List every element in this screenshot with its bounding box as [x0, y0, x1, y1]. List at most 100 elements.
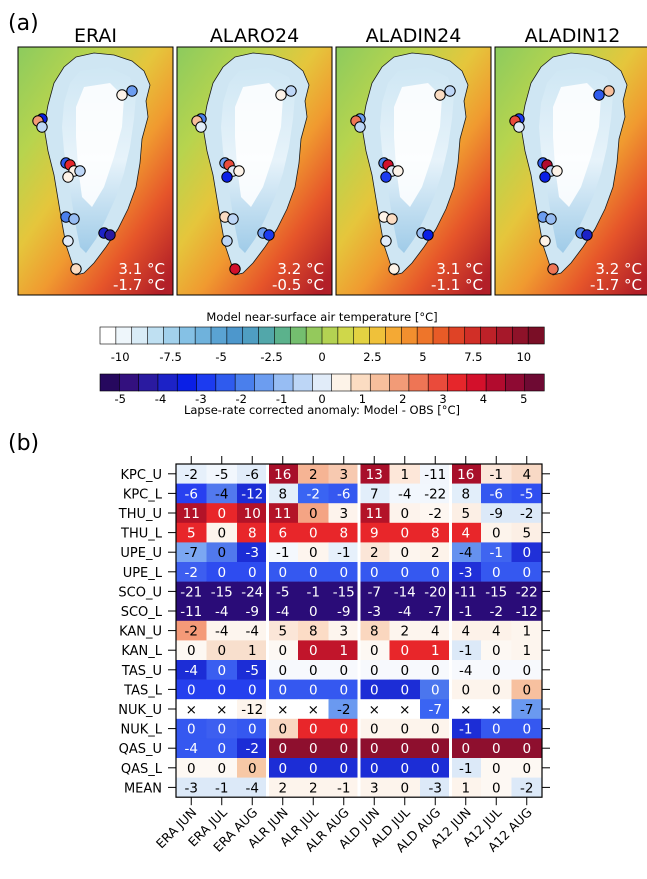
- heatmap-cell: [206, 542, 238, 563]
- station-marker: [104, 229, 116, 241]
- heatmap-cell-value: 0: [400, 506, 409, 522]
- heatmap-cell-value: 0: [370, 565, 379, 581]
- heatmap-cell: [420, 601, 451, 622]
- heatmap-cell-value: 5: [187, 526, 196, 542]
- heatmap-cell-value: -6: [185, 486, 198, 502]
- heatmap-cell: [206, 699, 238, 720]
- heatmap-cell-value: -2: [490, 604, 503, 620]
- heatmap-cell: [389, 503, 421, 524]
- heatmap-cell: [389, 679, 421, 700]
- map-frame: [17, 46, 174, 296]
- heatmap-cell: [359, 503, 390, 524]
- heatmap-cell: [450, 718, 482, 739]
- heatmap-cell-value: -12: [516, 604, 538, 620]
- heatmap-cell-value: 0: [431, 761, 440, 777]
- heatmap-cell: [298, 483, 329, 504]
- temperature-colorbar-tick: 2.5: [363, 350, 381, 364]
- heatmap-cell-value: 0: [492, 741, 501, 757]
- temperature-colorbar-bin: [115, 326, 133, 345]
- heatmap-row-label: QAS_L: [121, 762, 163, 777]
- heatmap-cell: [481, 542, 512, 563]
- heatmap-cell: [328, 777, 360, 798]
- heatmap-cell-value: 0: [278, 741, 287, 757]
- heatmap-cell: [298, 640, 329, 661]
- temperature-colorbar-bin: [337, 326, 355, 345]
- heatmap-cell-value: 0: [431, 722, 440, 738]
- anomaly-colorbar-bin: [505, 373, 526, 392]
- heatmap-cell-value: 0: [492, 663, 501, 679]
- heatmap-cell: [206, 562, 238, 582]
- heatmap-cell-value: -3: [246, 545, 259, 561]
- map-title-alaro24: ALARO24: [210, 25, 299, 47]
- heatmap-cell: [511, 503, 543, 524]
- heatmap-cell-value: 0: [461, 741, 470, 757]
- station-marker: [388, 263, 400, 275]
- temperature-colorbar-bin: [511, 326, 529, 345]
- heatmap-cell: [237, 699, 268, 720]
- heatmap-cell-value: 0: [400, 722, 409, 738]
- temperature-colorbar-bin: [147, 326, 165, 345]
- anomaly-colorbar-bin: [157, 373, 178, 392]
- station-marker: [547, 263, 559, 275]
- temperature-colorbar-bin: [369, 326, 387, 345]
- heatmap-cell-value: -3: [429, 780, 442, 796]
- heatmap-cell: [267, 679, 299, 700]
- heatmap-cell-value: 0: [339, 663, 348, 679]
- heatmap-cell: [267, 483, 299, 504]
- heatmap-cell: [298, 738, 329, 759]
- heatmap-cell: [450, 777, 482, 798]
- heatmap-cell-value: 0: [248, 761, 257, 777]
- heatmap-cell-value: 0: [522, 761, 531, 777]
- heatmap-cell: [267, 581, 299, 602]
- heatmap-cell-value: 7: [370, 486, 379, 502]
- heatmap-cell: [206, 483, 238, 504]
- heatmap-cell: [206, 777, 238, 798]
- heatmap-cell-value: 0: [400, 663, 409, 679]
- heatmap-cell-value: 0: [370, 663, 379, 679]
- temperature-colorbar-bin: [242, 326, 260, 345]
- heatmap-cell-value: 1: [431, 643, 440, 659]
- heatmap-cell: [298, 758, 329, 778]
- heatmap-cell-value: 0: [187, 643, 196, 659]
- map-content-aladin24: [336, 47, 491, 295]
- heatmap-cell: [176, 679, 207, 700]
- heatmap-cell: [450, 640, 482, 661]
- heatmap-cell: [206, 503, 238, 524]
- heatmap-cell: [511, 699, 543, 720]
- heatmap-cell: [511, 581, 543, 602]
- temperature-colorbar-bin: [432, 326, 450, 345]
- heatmap-cell: [237, 777, 268, 798]
- anomaly-colorbar-tick: -3: [195, 392, 206, 406]
- heatmap-cell: [267, 758, 299, 778]
- heatmap-cell: [420, 738, 451, 759]
- heatmap-cell-value: 11: [183, 506, 200, 522]
- heatmap-cell: [359, 542, 390, 563]
- heatmap-cell-value: 0: [431, 682, 440, 698]
- heatmap-cell: [328, 503, 360, 524]
- heatmap-cell-value: -1: [490, 545, 503, 561]
- heatmap-row-label: NUK_U: [118, 703, 162, 718]
- heatmap-cell-value: -4: [215, 486, 228, 502]
- heatmap-cell: [450, 522, 482, 543]
- heatmap-cell-value: 0: [370, 722, 379, 738]
- heatmap-cell-value: -7: [185, 545, 198, 561]
- heatmap-cell-value: -7: [520, 702, 533, 718]
- temperature-colorbar-bin: [448, 326, 466, 345]
- heatmap-cell-value: 8: [278, 486, 287, 502]
- map-stat-anomaly: -1.7 °C: [113, 276, 165, 294]
- heatmap-cell-value: 0: [461, 682, 470, 698]
- anomaly-colorbar-title: Lapse-rate corrected anomaly: Model - OB…: [184, 403, 460, 417]
- map-panel-aladin12: ALADIN12 3.2 °C-1.7 °C: [494, 25, 647, 296]
- temperature-colorbar-bin: [163, 326, 180, 345]
- heatmap-row-label: UPE_U: [120, 546, 162, 561]
- map-ice-core: [76, 83, 124, 207]
- heatmap-cell-value: -12: [241, 486, 263, 502]
- heatmap-cell-value: 0: [339, 722, 348, 738]
- heatmap-cell-value: 0: [217, 761, 226, 777]
- heatmap-cell: [450, 581, 482, 602]
- station-marker: [68, 213, 80, 225]
- heatmap-row-label: KAN_L: [121, 644, 162, 659]
- temperature-colorbar-bin: [274, 326, 291, 345]
- heatmap-cell-value: 0: [309, 722, 318, 738]
- heatmap-cell-value: -6: [490, 486, 503, 502]
